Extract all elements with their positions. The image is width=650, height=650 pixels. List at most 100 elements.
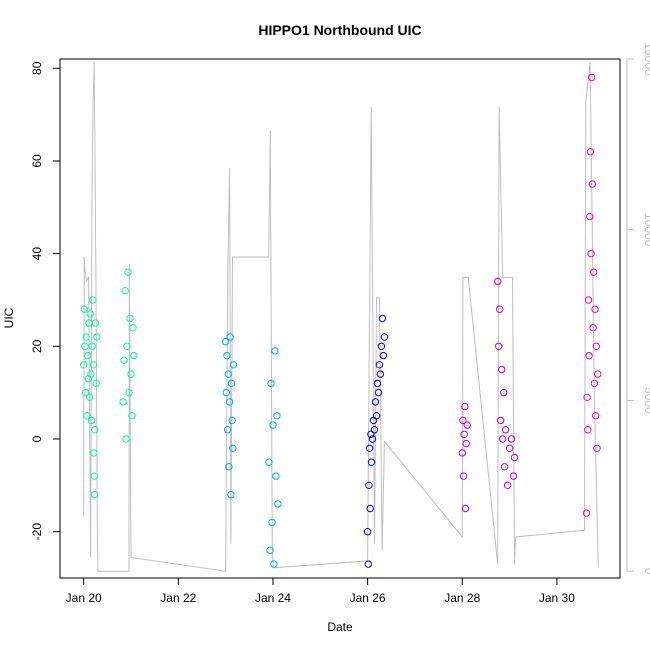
data-point [223, 351, 231, 360]
data-point [501, 426, 510, 434]
data-point [589, 324, 597, 332]
data-point [130, 351, 138, 360]
data-point [367, 430, 375, 438]
data-point [586, 148, 595, 156]
data-point [459, 416, 467, 425]
data-point [272, 472, 280, 480]
data-point [269, 421, 277, 429]
data-point [224, 370, 233, 378]
data-point [503, 481, 512, 489]
data-point [507, 435, 516, 443]
y2-axis: 0 5000 10000 15000 [626, 42, 650, 575]
data-point [89, 361, 98, 369]
data-point [505, 444, 514, 452]
data-point [495, 342, 503, 350]
y2-tick-label: 0 [642, 568, 650, 575]
data-point [461, 504, 470, 513]
x-tick-label: Jan 20 [66, 591, 102, 605]
data-point [592, 412, 600, 420]
y-tick-label: 40 [30, 247, 44, 261]
data-point [463, 421, 471, 429]
data-point [92, 379, 100, 388]
series-1 [80, 268, 138, 499]
data-point [90, 490, 99, 499]
data-point [379, 351, 388, 360]
data-point [368, 435, 377, 443]
data-point [499, 435, 507, 443]
data-point [122, 435, 130, 443]
data-point [375, 361, 384, 369]
data-point [228, 416, 236, 425]
data-point [372, 412, 381, 420]
data-point [80, 305, 89, 313]
y-tick-label: 0 [30, 435, 44, 442]
data-point [227, 490, 235, 499]
data-point [585, 351, 593, 360]
y2-tick-label: 10000 [642, 213, 650, 247]
data-point [266, 546, 274, 554]
data-point [459, 472, 468, 480]
data-point [376, 370, 385, 378]
data-point [588, 180, 597, 188]
x-tick-label: Jan 24 [255, 591, 291, 605]
y-tick-label: 20 [30, 339, 44, 353]
data-point [496, 305, 504, 313]
data-point [592, 342, 600, 350]
x-tick-label: Jan 30 [539, 591, 575, 605]
data-point [265, 458, 273, 466]
data-point [584, 426, 592, 434]
data-point [583, 393, 591, 401]
data-point [462, 439, 470, 448]
y-axis-label: UIC [2, 307, 16, 328]
data-point [91, 426, 99, 434]
data-point [87, 370, 95, 378]
data-point [93, 333, 101, 341]
data-point [81, 342, 89, 350]
data-point [82, 333, 91, 341]
data-point [380, 333, 389, 341]
x-tick-label: Jan 26 [350, 591, 386, 605]
data-point [86, 310, 94, 318]
data-point [123, 342, 131, 350]
x-tick-label: Jan 28 [444, 591, 480, 605]
data-point [273, 412, 281, 420]
x-axis: Jan 20 Jan 22 Jan 24 Jan 26 Jan 28 Jan 30 [66, 577, 575, 605]
data-point [274, 500, 282, 508]
data-point [500, 388, 508, 397]
data-point [222, 388, 231, 397]
altitude-trace [83, 62, 599, 572]
data-point [125, 388, 133, 397]
data-point [223, 426, 232, 434]
data-point [83, 351, 92, 360]
data-point [366, 504, 374, 513]
series-4 [458, 277, 519, 513]
data-point [121, 287, 129, 295]
data-point [80, 361, 88, 369]
data-point [370, 426, 379, 434]
y2-tick-label: 15000 [642, 42, 650, 76]
data-point [124, 268, 132, 276]
data-point [271, 347, 279, 355]
data-point [587, 249, 595, 258]
data-point [83, 412, 91, 420]
data-point [90, 449, 98, 457]
data-point [590, 379, 599, 388]
data-point [268, 518, 276, 527]
data-point [227, 379, 236, 388]
chart-title: HIPPO1 Northbound UIC [258, 22, 421, 38]
y2-tick-label: 5000 [642, 387, 650, 414]
data-point [458, 449, 466, 457]
data-point [229, 361, 238, 369]
data-point [128, 412, 136, 420]
data-point [510, 453, 519, 462]
data-point [267, 379, 275, 388]
data-point [498, 365, 506, 374]
data-point [365, 481, 373, 489]
plot-frame [59, 58, 621, 579]
data-points [80, 73, 602, 568]
data-point [90, 472, 98, 480]
data-point [91, 319, 100, 327]
data-point [494, 277, 502, 286]
data-point [270, 560, 278, 568]
